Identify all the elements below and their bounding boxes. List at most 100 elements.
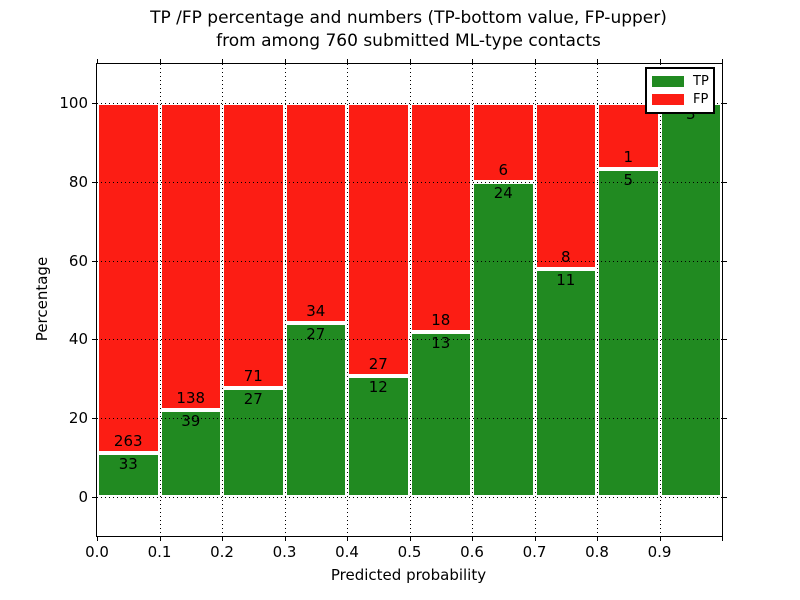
y-tick-label: 80 <box>68 173 88 191</box>
x-tick-label: 0.9 <box>647 543 672 561</box>
x-tick-bottom <box>534 536 536 541</box>
x-axis-label: Predicted probability <box>330 566 487 584</box>
y-tick-left <box>92 339 97 341</box>
y-gridline <box>97 182 722 183</box>
x-tick-bottom <box>159 536 161 541</box>
x-tick-bottom <box>597 536 598 541</box>
y-tick-label: 20 <box>68 409 88 427</box>
y-axis-label: Percentage <box>33 256 51 342</box>
x-tick-label: 0.8 <box>585 543 609 561</box>
bar-segment-tp <box>597 168 660 497</box>
fp-count-label: 138 <box>176 389 206 407</box>
x-tick-top <box>284 59 286 64</box>
x-tick-label: 0.4 <box>335 543 359 561</box>
tp-count-label: 27 <box>243 390 263 409</box>
x-tick-bottom <box>97 536 98 541</box>
fp-count-label: 8 <box>560 247 571 266</box>
legend-label-tp: TP <box>693 73 709 89</box>
y-tick-left <box>92 418 97 419</box>
y-gridline <box>97 339 722 341</box>
x-tick-label: 0.2 <box>210 543 234 561</box>
x-tick-bottom <box>347 536 348 541</box>
x-tick-bottom <box>409 536 411 541</box>
x-tick-bottom <box>284 536 286 541</box>
tp-count-label: 24 <box>493 184 513 202</box>
fp-count-label: 34 <box>306 301 326 320</box>
bar-segment-fp <box>347 103 410 376</box>
x-tick-label: 0.6 <box>460 543 484 561</box>
legend-label-fp: FP <box>693 92 709 108</box>
x-tick-bottom <box>659 536 661 541</box>
x-tick-top <box>534 59 536 64</box>
x-gridline <box>597 64 598 536</box>
legend-entry-fp: FP <box>652 92 708 107</box>
x-tick-bottom <box>472 536 473 541</box>
tp-count-label: 13 <box>431 333 451 352</box>
bar-segment-fp <box>97 103 160 453</box>
x-tick-label: 0.1 <box>147 543 172 561</box>
fp-count-label: 6 <box>498 161 509 179</box>
y-tick-left <box>92 103 97 105</box>
x-tick-label: 0.3 <box>272 543 297 561</box>
y-tick-right <box>722 260 727 262</box>
y-gridline <box>97 260 722 262</box>
x-tick-top <box>409 59 411 64</box>
fp-swatch-icon <box>652 94 684 106</box>
chart-title-line1: TP /FP percentage and numbers (TP-bottom… <box>150 8 667 28</box>
bar-segment-fp <box>159 103 222 410</box>
y-tick-left <box>92 260 97 262</box>
bar-segment-fp <box>409 103 472 332</box>
y-tick-right <box>722 339 727 341</box>
legend-entry-tp: TP <box>652 73 709 89</box>
chart-title-line2: from among 760 submitted ML-type contact… <box>216 31 601 51</box>
legend: TP FP <box>645 67 715 114</box>
x-tick-label: 0.5 <box>397 543 422 561</box>
x-tick-top <box>97 59 98 64</box>
y-gridline <box>97 418 722 419</box>
y-tick-label: 60 <box>68 251 88 270</box>
x-tick-top <box>222 59 223 64</box>
x-gridline <box>534 64 536 536</box>
y-tick-left <box>92 182 97 183</box>
chart-title: TP /FP percentage and numbers (TP-bottom… <box>96 7 721 53</box>
fp-count-label: 1 <box>623 147 634 166</box>
fp-count-label: 18 <box>431 310 451 329</box>
fp-count-label: 263 <box>113 431 143 450</box>
plot-area: 263 33 138 39 71 27 34 27 27 12 18 13 6 24 8 11 1 5 3 0.0 0.… <box>59 59 727 561</box>
y-tick-left <box>92 496 97 498</box>
x-tick-top <box>347 59 348 64</box>
bar-segment-fp <box>284 103 347 323</box>
bar-segment-tp <box>534 268 597 497</box>
tp-count-label: 39 <box>181 412 201 430</box>
x-gridline <box>159 64 161 536</box>
x-gridline <box>472 64 473 536</box>
bar-segment-tp <box>347 375 410 497</box>
x-tick-bottom <box>722 536 723 541</box>
tp-count-label: 12 <box>368 377 388 396</box>
tp-count-label: 3 <box>685 105 696 124</box>
tp-count-label: 11 <box>556 270 576 289</box>
x-tick-top <box>472 59 473 64</box>
x-tick-top <box>722 59 723 64</box>
x-tick-top <box>659 59 661 64</box>
y-gridline <box>97 103 722 105</box>
x-gridline <box>284 64 286 536</box>
tp-swatch-icon <box>652 75 684 87</box>
tp-count-label: 5 <box>623 170 634 189</box>
fp-count-label: 71 <box>243 367 263 386</box>
y-tick-right <box>722 103 727 105</box>
y-tick-right <box>722 182 727 183</box>
tp-count-label: 27 <box>306 324 326 343</box>
bar-segment-fp <box>534 103 597 269</box>
bar-segment-tp <box>97 452 160 497</box>
y-gridline <box>97 496 722 498</box>
x-gridline <box>222 64 223 536</box>
y-tick-label: 100 <box>59 94 88 113</box>
x-tick-bottom <box>222 536 223 541</box>
x-gridline <box>659 64 661 536</box>
x-tick-label: 0.7 <box>522 543 547 561</box>
bar-segment-tp <box>409 331 472 497</box>
y-tick-right <box>722 496 727 498</box>
bar-segment-fp <box>222 103 285 389</box>
